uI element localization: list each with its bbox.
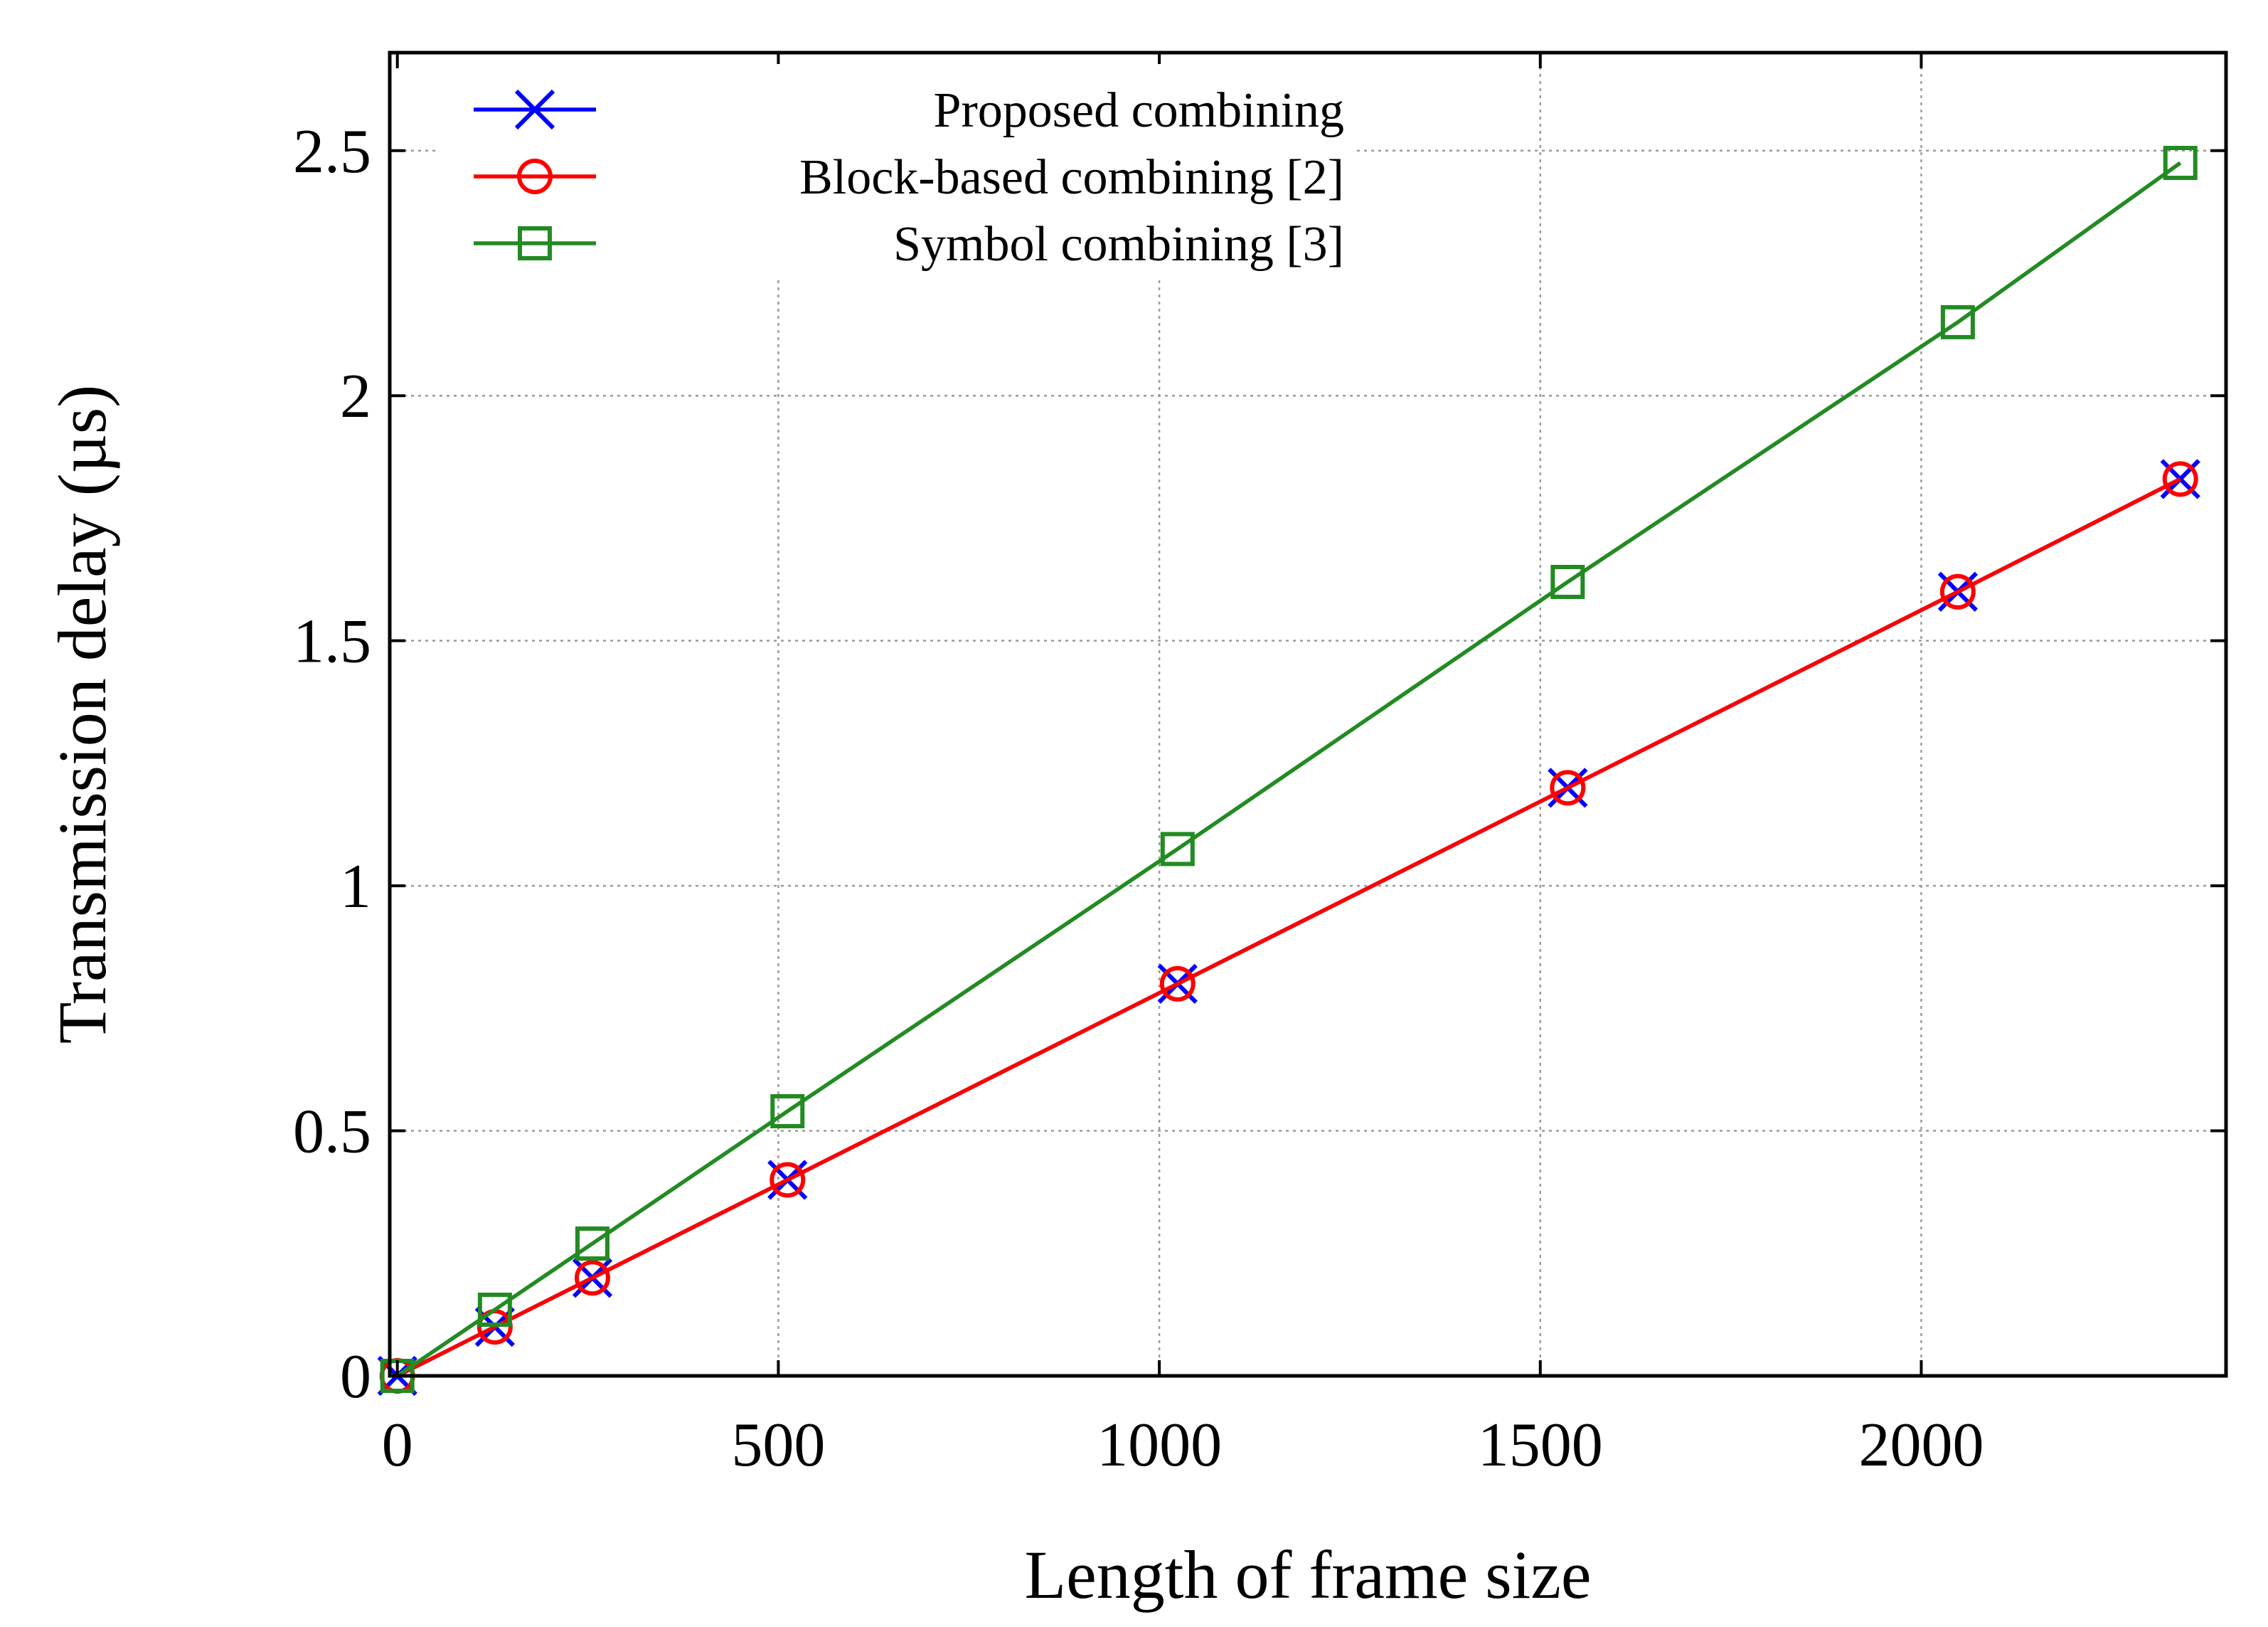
data-point-square [2163,146,2198,180]
data-point-square [477,1293,512,1327]
data-point-circle [2162,461,2198,497]
data-point-square [518,226,552,260]
legend-label: Symbol combining [3] [893,217,1344,272]
y-axis-title: Transmission delay (µs) [44,385,120,1044]
x-tick-label: 0 [382,1411,413,1480]
legend-label: Block-based combining [2] [799,150,1344,205]
x-tick-label: 2000 [1858,1411,1984,1480]
gridlines [390,53,2226,1376]
legend-entry: Proposed combining [474,83,1344,138]
data-point-square [575,1226,609,1261]
y-tick-label: 0 [340,1342,371,1411]
legend: Proposed combining Block-based combining … [440,64,1357,277]
series-2 [380,146,2198,1393]
data-point-square [770,1094,805,1128]
y-tick-label: 0.5 [293,1098,371,1167]
data-point-square [1940,304,1975,339]
x-tick-label: 1500 [1478,1411,1603,1480]
legend-entry: Block-based combining [2] [474,150,1344,205]
data-point-circle [517,159,553,194]
data-point-square [1160,832,1195,867]
data-point-cross [514,89,555,130]
data-point-circle [1550,770,1586,806]
legend-entry: Symbol combining [3] [474,217,1344,272]
y-tick-label: 2 [340,362,371,431]
y-tick-label: 2.5 [293,117,371,186]
x-tick-label: 500 [731,1411,825,1480]
plot-frame [388,51,2228,1378]
y-tick-label: 1.5 [293,608,371,677]
data-point-square [1550,565,1585,599]
series-layer [377,146,2200,1397]
ticks: 0 0.5 1 1.5 2 2.5 0 500 1000 1500 2000 [293,53,2226,1480]
data-point-circle [574,1260,610,1296]
legend-label: Proposed combining [934,83,1344,138]
y-tick-label: 1 [340,852,371,921]
x-axis-title: Length of frame size [1025,1537,1592,1613]
data-point-circle [770,1162,806,1198]
data-point-circle [1939,573,1976,610]
data-point-circle [1159,965,1196,1002]
x-tick-label: 1000 [1097,1411,1222,1480]
cross-stroke [514,89,555,130]
